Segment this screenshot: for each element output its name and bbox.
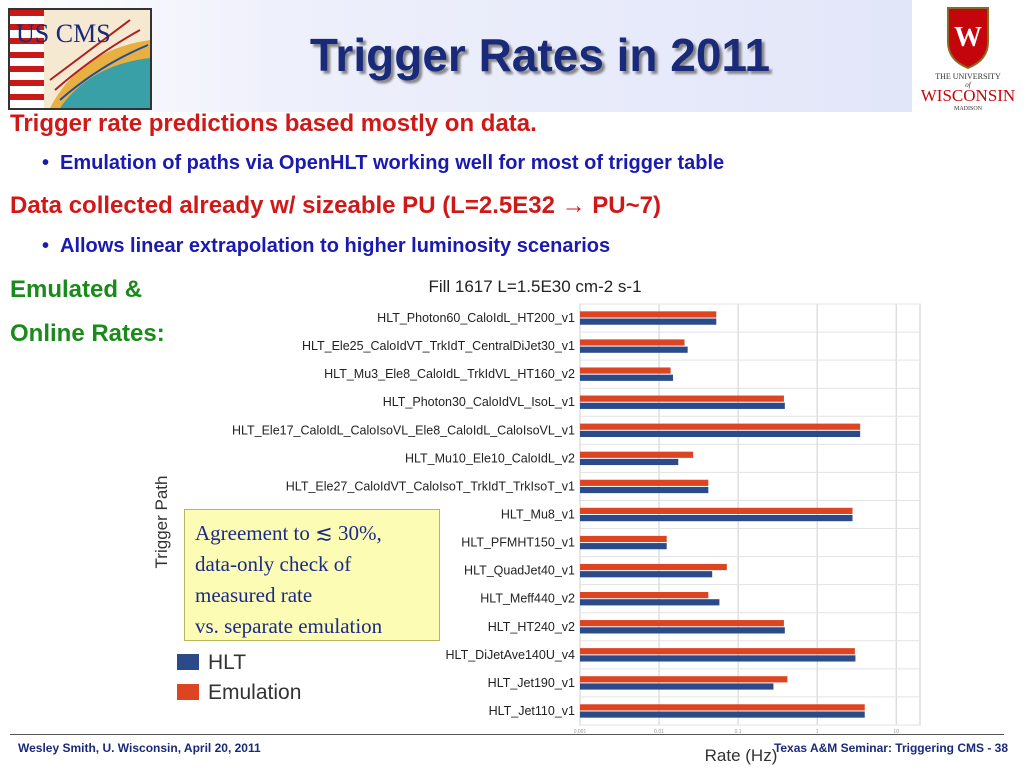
category-label: HLT_DiJetAve140U_v4: [446, 648, 576, 662]
category-label: HLT_HT240_v2: [488, 620, 575, 634]
bar-emulation: [580, 423, 861, 430]
uscms-logo: US CMS: [8, 8, 152, 110]
uscms-logo-text: US CMS: [16, 19, 111, 48]
bar-hlt: [580, 486, 709, 494]
wisconsin-logo-main: WISCONSIN: [921, 86, 1015, 105]
footer-seminar: Texas A&M Seminar: Triggering CMS - 38: [773, 741, 1008, 755]
bar-emulation: [580, 676, 788, 683]
bar-emulation: [580, 451, 694, 458]
wisconsin-logo-top: THE UNIVERSITY: [935, 72, 1001, 81]
text-line-2-sub-text: Allows linear extrapolation to higher lu…: [60, 235, 611, 257]
category-label: HLT_Meff440_v2: [480, 592, 575, 606]
x-tick-label: 0.001: [574, 729, 587, 735]
bar-hlt: [580, 402, 785, 409]
bar-hlt: [580, 318, 717, 325]
category-label: HLT_Mu8_v1: [501, 508, 575, 522]
wisconsin-logo: W THE UNIVERSITY of WISCONSIN MADISON: [912, 2, 1024, 112]
x-tick-label: 0.1: [735, 729, 742, 735]
chart-title: Fill 1617 L=1.5E30 cm-2 s-1: [428, 277, 641, 296]
bar-emulation: [580, 620, 784, 627]
text-line-3a: Emulated &: [10, 276, 143, 303]
bar-hlt: [580, 430, 861, 437]
bar-emulation: [580, 395, 784, 402]
legend-label-hlt: HLT: [208, 651, 246, 674]
plot-area: [579, 303, 921, 726]
category-label: HLT_Jet110_v1: [489, 704, 575, 718]
wisconsin-logo-of: of: [965, 81, 972, 89]
text-line-2: Data collected already w/ sizeable PU (L…: [10, 192, 661, 219]
bar-emulation: [580, 339, 685, 346]
header-band: [0, 0, 912, 112]
y-axis-label: Trigger Path: [152, 476, 171, 569]
slide-title: Trigger Rates in 2011: [309, 29, 771, 81]
bar-hlt: [580, 599, 720, 606]
crest-letter: W: [954, 22, 982, 53]
x-tick-label: 0.01: [654, 729, 664, 735]
bar-hlt: [580, 683, 774, 690]
category-label: HLT_PFMHT150_v1: [461, 536, 575, 550]
category-label: HLT_Ele25_CaloIdVT_TrkIdT_CentralDiJet30…: [302, 339, 575, 353]
note-line: vs. separate emulation: [195, 614, 383, 638]
legend-swatch-hlt: [177, 654, 199, 670]
legend-label-emulation: Emulation: [208, 681, 301, 704]
agreement-note: Agreement to ≲ 30%, data-only check of m…: [184, 509, 440, 641]
bar-emulation: [580, 311, 717, 318]
bar-emulation: [580, 479, 709, 486]
bar-emulation: [580, 704, 865, 711]
bar-emulation: [580, 563, 727, 571]
category-label: HLT_Photon30_CaloIdVL_IsoL_v1: [383, 395, 575, 409]
bar-emulation: [580, 535, 667, 543]
bar-emulation: [580, 507, 853, 514]
category-label: HLT_Jet190_v1: [488, 676, 575, 690]
bullet-2: •: [42, 235, 50, 257]
x-axis-label: Rate (Hz): [705, 746, 778, 765]
wisconsin-logo-bottom: MADISON: [954, 106, 983, 112]
bar-emulation: [580, 592, 709, 599]
bar-hlt: [580, 458, 679, 466]
bar-emulation: [580, 648, 855, 655]
bar-emulation: [580, 367, 671, 374]
category-label: HLT_Mu3_Ele8_CaloIdL_TrkIdVL_HT160_v2: [324, 367, 575, 381]
text-line-2-sub: • Allows linear extrapolation to higher l…: [42, 235, 611, 258]
text-line-3b: Online Rates:: [10, 320, 165, 347]
bar-hlt: [580, 711, 865, 718]
uscms-logo-graphic: US CMS: [10, 10, 150, 108]
bar-hlt: [580, 346, 688, 353]
category-label: HLT_Photon60_CaloIdL_HT200_v1: [377, 311, 575, 325]
footer-author: Wesley Smith, U. Wisconsin, April 20, 20…: [18, 741, 261, 755]
category-label: HLT_QuadJet40_v1: [464, 564, 575, 578]
text-line-1-sub: • Emulation of paths via OpenHLT working …: [42, 152, 725, 175]
bar-hlt: [580, 515, 853, 522]
bar-hlt: [580, 655, 856, 662]
bullet-1: •: [42, 152, 50, 174]
note-line: measured rate: [195, 583, 313, 607]
note-line: Agreement to ≲ 30%,: [195, 521, 382, 545]
bar-hlt: [580, 543, 667, 550]
footer-rule: [10, 734, 1004, 735]
x-tick-label: 10: [893, 729, 899, 735]
bar-hlt: [580, 571, 713, 578]
note-line: data-only check of: [195, 552, 352, 576]
text-line-1-sub-text: Emulation of paths via OpenHLT working w…: [60, 152, 725, 174]
bar-hlt: [580, 627, 785, 634]
category-label: HLT_Ele27_CaloIdVT_CaloIsoT_TrkIdT_TrkIs…: [286, 479, 575, 493]
legend-swatch-emulation: [177, 684, 199, 700]
wisconsin-logo-graphic: W THE UNIVERSITY of WISCONSIN MADISON: [921, 7, 1015, 112]
category-label: HLT_Mu10_Ele10_CaloIdL_v2: [405, 451, 575, 465]
x-tick-label: 1: [816, 729, 819, 735]
text-line-1: Trigger rate predictions based mostly on…: [10, 110, 537, 137]
bar-hlt: [580, 374, 673, 381]
category-label: HLT_Ele17_CaloIdL_CaloIsoVL_Ele8_CaloIdL…: [232, 423, 575, 437]
